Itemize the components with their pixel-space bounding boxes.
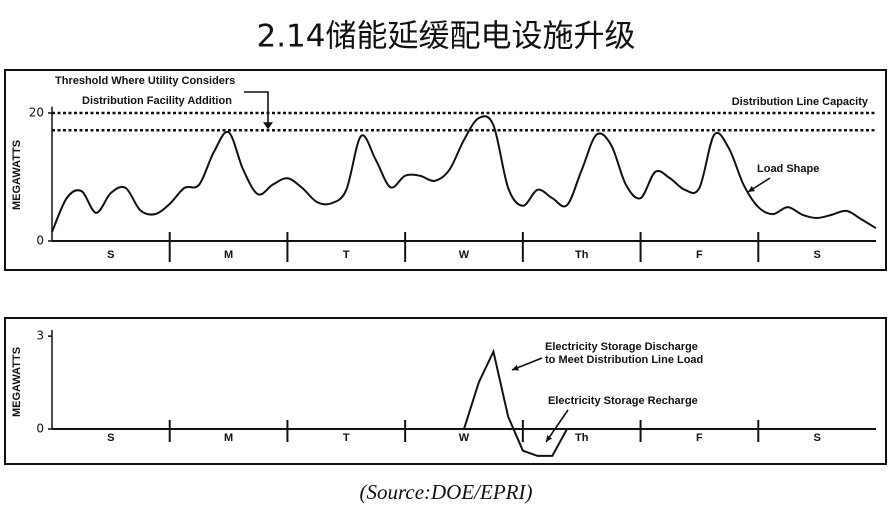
chart-frame: [4, 317, 887, 465]
annotation: to Meet Distribution Line Load: [545, 354, 703, 366]
title: 2.14储能延缓配电设施升级: [256, 19, 635, 55]
reference-label: Distribution Line Capacity: [732, 96, 869, 108]
x-tick-label: T: [343, 249, 350, 261]
reference-label: Distribution Facility Addition: [82, 95, 232, 107]
y-axis-label: MEGAWATTS: [11, 140, 23, 210]
y-axis-label: MEGAWATTS: [11, 347, 23, 417]
arrow-line: [545, 409, 569, 443]
x-tick-label: W: [459, 432, 470, 444]
series-label: Load Shape: [757, 163, 819, 175]
y-tick-label: 3: [36, 329, 44, 343]
x-tick-label: Th: [575, 249, 589, 261]
source: (Source:DOE/EPRI): [360, 480, 533, 504]
y-tick-label: 20: [29, 106, 44, 120]
x-tick-label: F: [696, 249, 703, 261]
x-tick-label: M: [224, 249, 233, 261]
x-tick-label: T: [343, 432, 350, 444]
arrow-line: [244, 91, 269, 125]
x-tick-label: S: [813, 432, 820, 444]
chart-frame: [4, 69, 887, 271]
annotation: Electricity Storage Recharge: [548, 395, 698, 407]
x-tick-label: Th: [575, 432, 589, 444]
x-tick-label: M: [224, 432, 233, 444]
x-tick-label: S: [813, 249, 820, 261]
x-tick-label: S: [107, 432, 114, 444]
line-series: [52, 348, 876, 457]
x-tick-label: F: [696, 432, 703, 444]
reference-label: Threshold Where Utility Considers: [55, 75, 235, 87]
x-tick-label: S: [107, 249, 114, 261]
x-tick-label: W: [459, 249, 470, 261]
arrow-head: [748, 186, 755, 192]
y-tick-label: 0: [36, 422, 44, 436]
y-tick-label: 0: [36, 234, 44, 248]
arrow-head: [512, 364, 519, 371]
annotation: Electricity Storage Discharge: [545, 341, 698, 353]
arrow-head: [546, 435, 553, 442]
arrow-head: [263, 122, 273, 130]
line-series: [51, 115, 877, 233]
